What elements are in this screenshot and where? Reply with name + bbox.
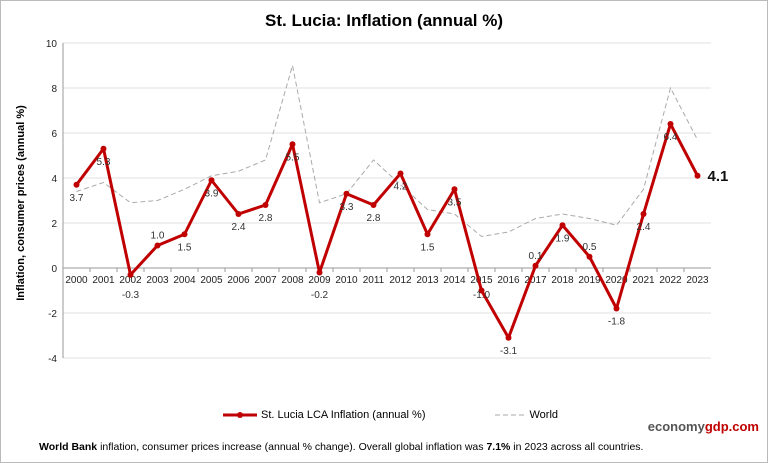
x-tick-label: 2005 xyxy=(200,275,223,286)
x-tick-label: 2004 xyxy=(173,275,196,286)
x-tick-label: 2015 xyxy=(470,275,493,286)
x-tick-label: 2017 xyxy=(524,275,547,286)
data-label: 3.9 xyxy=(205,188,219,199)
x-tick-label: 2019 xyxy=(578,275,601,286)
data-label: 1.5 xyxy=(178,242,192,253)
data-label: -1.0 xyxy=(473,290,491,301)
lca-point xyxy=(127,271,134,278)
x-tick-label: 2014 xyxy=(443,275,466,286)
y-tick-label: -4 xyxy=(48,354,57,365)
lca-point xyxy=(424,231,431,238)
lca-point xyxy=(694,172,701,179)
data-label: 5.3 xyxy=(97,157,111,168)
data-label: 1.9 xyxy=(556,233,570,244)
legend-label-world: World xyxy=(529,409,559,421)
x-tick-label: 2022 xyxy=(659,275,682,286)
lca-point xyxy=(154,242,161,249)
legend-label-lca: St. Lucia LCA Inflation (annual %) xyxy=(261,409,426,421)
lca-point xyxy=(343,190,350,197)
x-tick-label: 2001 xyxy=(92,275,115,286)
x-tick-label: 2020 xyxy=(605,275,628,286)
lca-point xyxy=(451,186,458,193)
data-label: -0.2 xyxy=(311,290,329,301)
x-tick-label: 2002 xyxy=(119,275,142,286)
data-label: 6.4 xyxy=(664,132,678,143)
y-tick-label: 10 xyxy=(46,39,58,50)
lca-point xyxy=(532,262,539,269)
y-tick-label: 4 xyxy=(51,174,57,185)
y-tick-label: -2 xyxy=(48,309,57,320)
y-tick-label: 6 xyxy=(51,129,57,140)
lca-point xyxy=(613,305,620,312)
lca-point xyxy=(370,202,377,208)
y-tick-label: 8 xyxy=(51,84,57,95)
lca-point xyxy=(289,141,296,148)
data-label: 1.5 xyxy=(421,242,435,253)
data-label: -3.1 xyxy=(500,346,518,357)
lca-line xyxy=(75,122,699,340)
data-label: -1.8 xyxy=(608,317,626,328)
data-label: 2.4 xyxy=(637,222,651,233)
data-label: 3.5 xyxy=(448,197,462,208)
brand-logo: economygdp.com xyxy=(647,419,759,434)
y-tick-label: 0 xyxy=(51,264,57,275)
x-tick-label: 2011 xyxy=(363,275,385,286)
lca-point xyxy=(100,145,107,152)
y-tick-label: 2 xyxy=(51,219,57,230)
x-tick-label: 2000 xyxy=(65,275,88,286)
data-label: 3.3 xyxy=(340,202,354,213)
data-label: 4.2 xyxy=(394,182,408,193)
legend-swatch-lca xyxy=(223,412,257,418)
lca-point xyxy=(73,181,80,188)
data-label: 2.4 xyxy=(232,222,246,233)
x-tick-label: 2007 xyxy=(254,275,277,286)
data-label: 2.8 xyxy=(367,213,381,224)
legend-item-world: World xyxy=(495,409,558,421)
data-label: 1.0 xyxy=(151,231,165,242)
x-tick-label: 2012 xyxy=(389,275,412,286)
x-tick-label: 2010 xyxy=(335,275,358,286)
lca-point xyxy=(181,231,188,238)
lca-point xyxy=(559,222,566,229)
legend-item-lca: St. Lucia LCA Inflation (annual %) xyxy=(223,409,425,421)
world-line xyxy=(76,65,698,238)
lca-point xyxy=(397,170,404,177)
x-tick-label: 2018 xyxy=(551,275,574,286)
data-label: 0.5 xyxy=(583,242,597,253)
lca-point xyxy=(316,269,323,276)
data-label: 0.1 xyxy=(529,251,543,262)
data-label: 4.1 xyxy=(708,168,729,185)
x-tick-label: 2008 xyxy=(281,275,304,286)
lca-point xyxy=(208,177,215,184)
x-tick-label: 2021 xyxy=(632,275,655,286)
data-label: 2.8 xyxy=(259,213,273,224)
x-tick-label: 2016 xyxy=(497,275,520,286)
data-label: -0.3 xyxy=(122,290,140,301)
x-tick-label: 2003 xyxy=(146,275,169,286)
lca-point xyxy=(235,211,242,217)
lca-point xyxy=(505,334,512,341)
x-tick-label: 2023 xyxy=(686,275,709,286)
legend: St. Lucia LCA Inflation (annual %) World xyxy=(223,409,558,421)
legend-swatch-world xyxy=(495,414,526,416)
x-tick-label: 2013 xyxy=(416,275,439,286)
lca-point xyxy=(667,121,674,127)
chart-title: St. Lucia: Inflation (annual %) xyxy=(265,11,503,30)
lca-point xyxy=(478,287,485,294)
lca-point xyxy=(586,253,593,260)
data-label: 3.7 xyxy=(70,193,84,204)
lca-point xyxy=(640,211,647,217)
footer-note: World Bank inflation, consumer prices in… xyxy=(39,441,644,453)
x-tick-label: 2009 xyxy=(308,275,331,286)
x-tick-label: 2006 xyxy=(227,275,250,286)
lca-point xyxy=(262,202,269,208)
data-label: 5.5 xyxy=(286,152,300,163)
